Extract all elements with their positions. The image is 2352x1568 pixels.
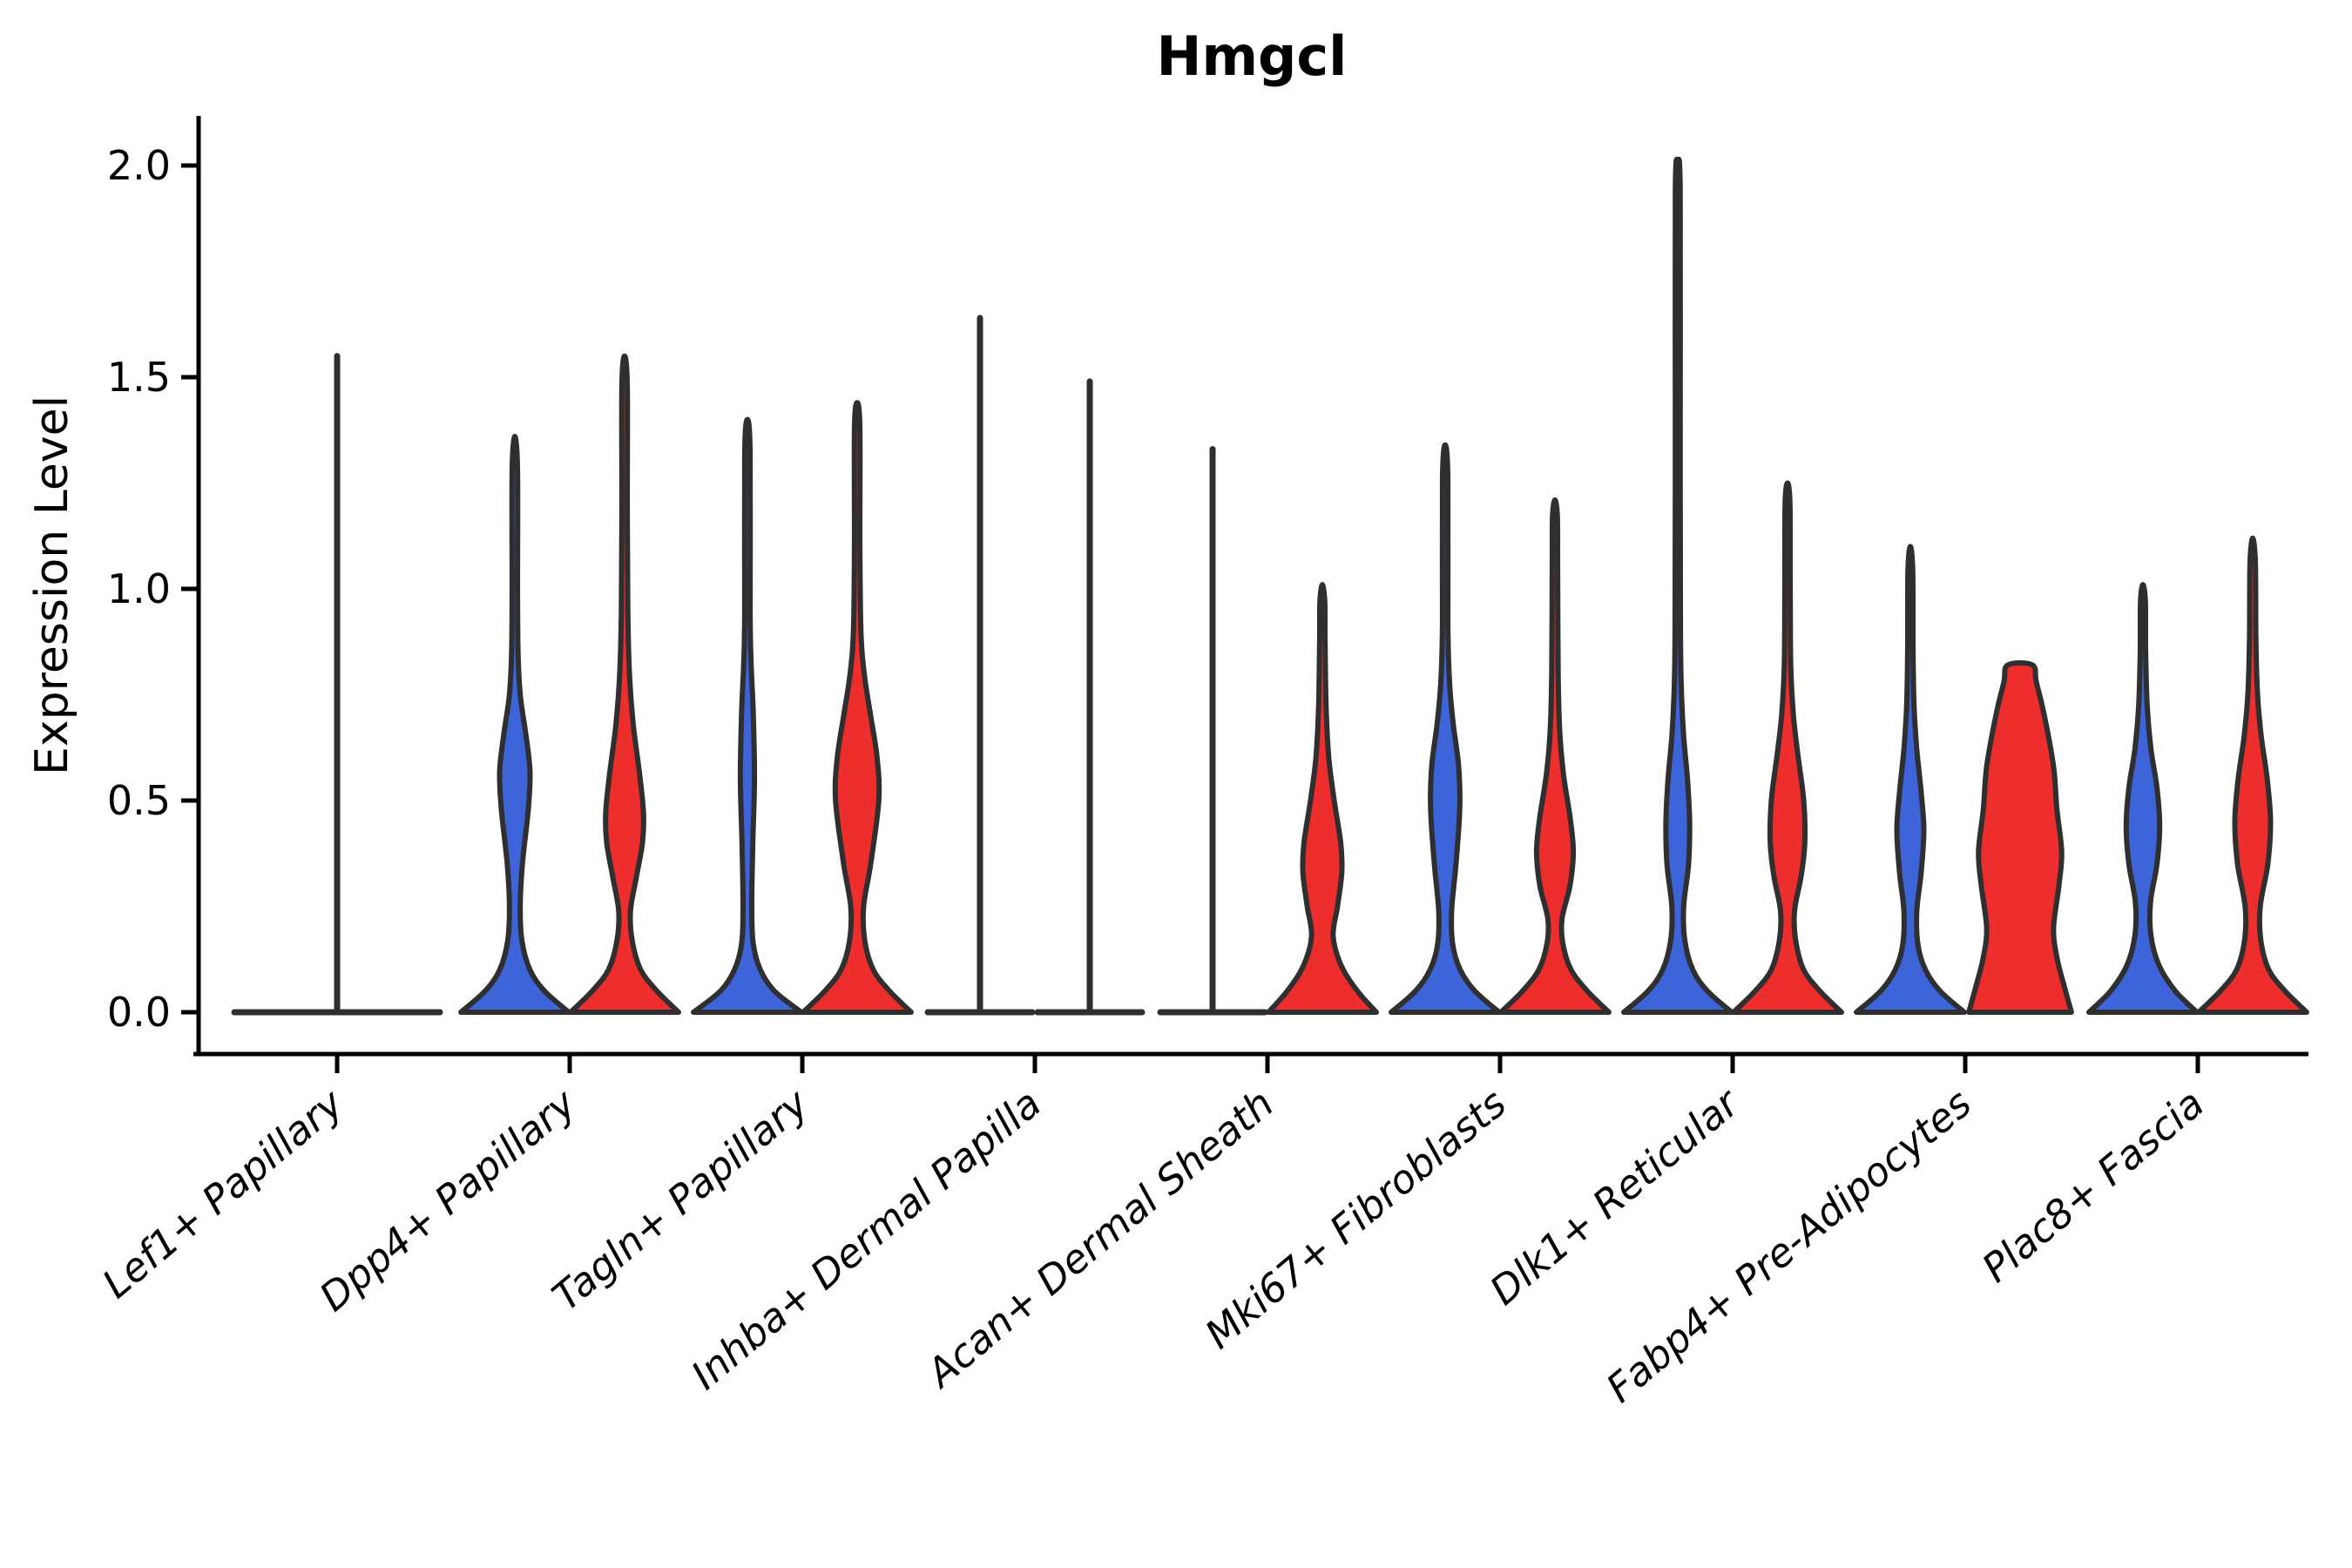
x-category-label: Fabp4+ Pre-Adipocytes bbox=[1598, 1080, 1980, 1412]
violin-blue-13 bbox=[1854, 544, 1967, 1015]
violin-spike-5 bbox=[924, 314, 1036, 1016]
violin-blue-3 bbox=[691, 416, 804, 1015]
y-tick-label: 0.5 bbox=[107, 777, 171, 824]
y-tick-label: 1.0 bbox=[107, 565, 171, 612]
y-tick-label: 2.0 bbox=[107, 142, 171, 189]
violin-blue-9 bbox=[1389, 442, 1502, 1015]
y-tick-label: 0.0 bbox=[107, 989, 171, 1036]
violin-blue-15 bbox=[2086, 582, 2200, 1015]
violin-blue-11 bbox=[1621, 156, 1734, 1015]
violin-red-10 bbox=[1498, 497, 1612, 1015]
y-tick-label: 1.5 bbox=[107, 354, 171, 401]
violin-spike-0 bbox=[231, 353, 443, 1016]
x-category-label: Plac8+ Fascia bbox=[1973, 1080, 2213, 1292]
violin-spike-7 bbox=[1157, 446, 1268, 1016]
x-category-label: Dlk1+ Reticular bbox=[1481, 1078, 1749, 1314]
violin-spike-6 bbox=[1034, 378, 1146, 1016]
x-category-label: Lef1+ Papillary bbox=[93, 1079, 353, 1308]
violin-red-16 bbox=[2196, 535, 2309, 1015]
violin-blue-1 bbox=[458, 434, 571, 1015]
chart-title: Hmgcl bbox=[1156, 24, 1348, 88]
violin-red-12 bbox=[1731, 480, 1844, 1015]
violin-red-4 bbox=[801, 400, 914, 1015]
violin-red-14 bbox=[1966, 660, 2074, 1015]
violin-red-2 bbox=[568, 353, 681, 1015]
violin-red-8 bbox=[1266, 582, 1379, 1015]
